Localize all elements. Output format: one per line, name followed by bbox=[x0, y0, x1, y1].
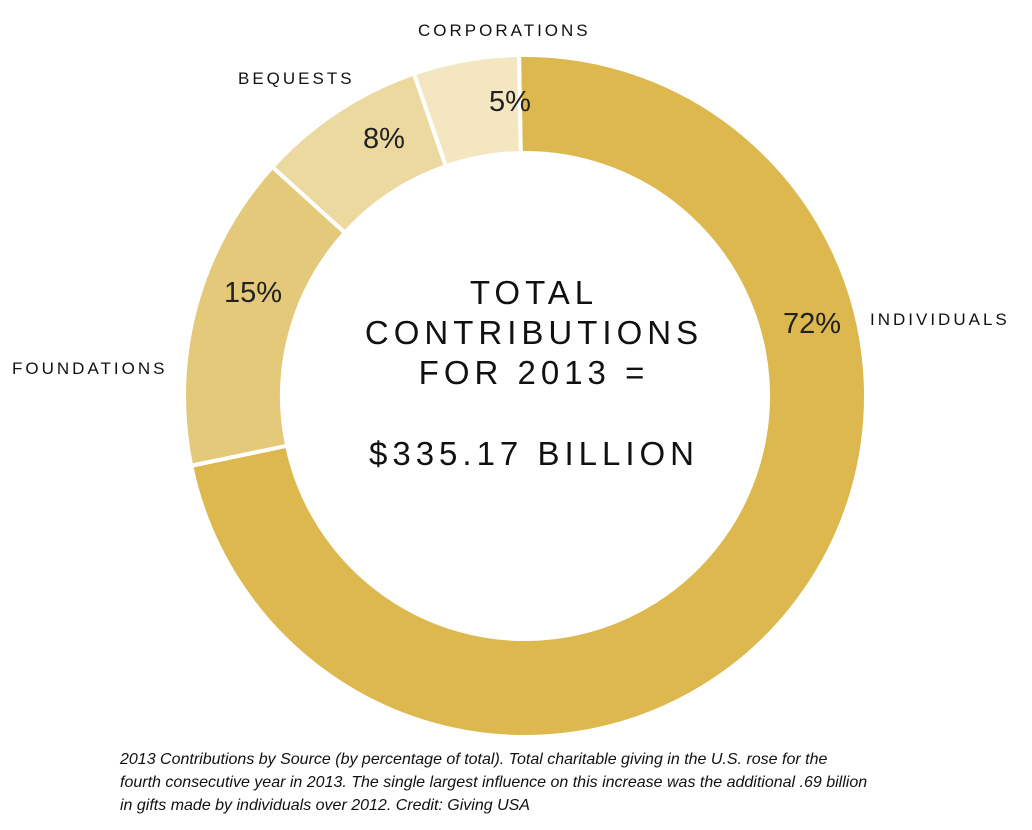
center-text-total: $335.17 BILLION bbox=[369, 435, 699, 472]
figure-caption: 2013 Contributions by Source (by percent… bbox=[120, 748, 1000, 817]
center-text-line2: CONTRIBUTIONS bbox=[365, 314, 703, 351]
donut-slices bbox=[182, 53, 868, 739]
caption-line-3: in gifts made by individuals over 2012. … bbox=[120, 797, 530, 814]
slice-category-corporations: CORPORATIONS bbox=[418, 21, 591, 40]
slice-percent-bequests: 8% bbox=[363, 123, 405, 155]
slice-percent-foundations: 15% bbox=[224, 277, 282, 309]
slice-category-foundations: FOUNDATIONS bbox=[12, 359, 167, 378]
slice-percent-individuals: 72% bbox=[783, 308, 841, 340]
donut-labels: 72% INDIVIDUALS 15% FOUNDATIONS 8% BEQUESTS 5%… bbox=[12, 21, 1010, 378]
center-text: TOTAL CONTRIBUTIONS FOR 2013 = $335.17 B… bbox=[365, 274, 703, 472]
slice-category-individuals: INDIVIDUALS bbox=[870, 310, 1010, 329]
slice-percent-corporations: 5% bbox=[489, 86, 531, 118]
slice-corporations bbox=[411, 53, 523, 169]
center-text-line1: TOTAL bbox=[470, 274, 598, 311]
caption-line-1: 2013 Contributions by Source (by percent… bbox=[120, 751, 828, 768]
center-text-line3: FOR 2013 = bbox=[419, 354, 650, 391]
slice-individuals bbox=[188, 53, 868, 739]
slice-category-bequests: BEQUESTS bbox=[238, 69, 355, 88]
caption-line-2: fourth consecutive year in 2013. The sin… bbox=[120, 774, 868, 791]
